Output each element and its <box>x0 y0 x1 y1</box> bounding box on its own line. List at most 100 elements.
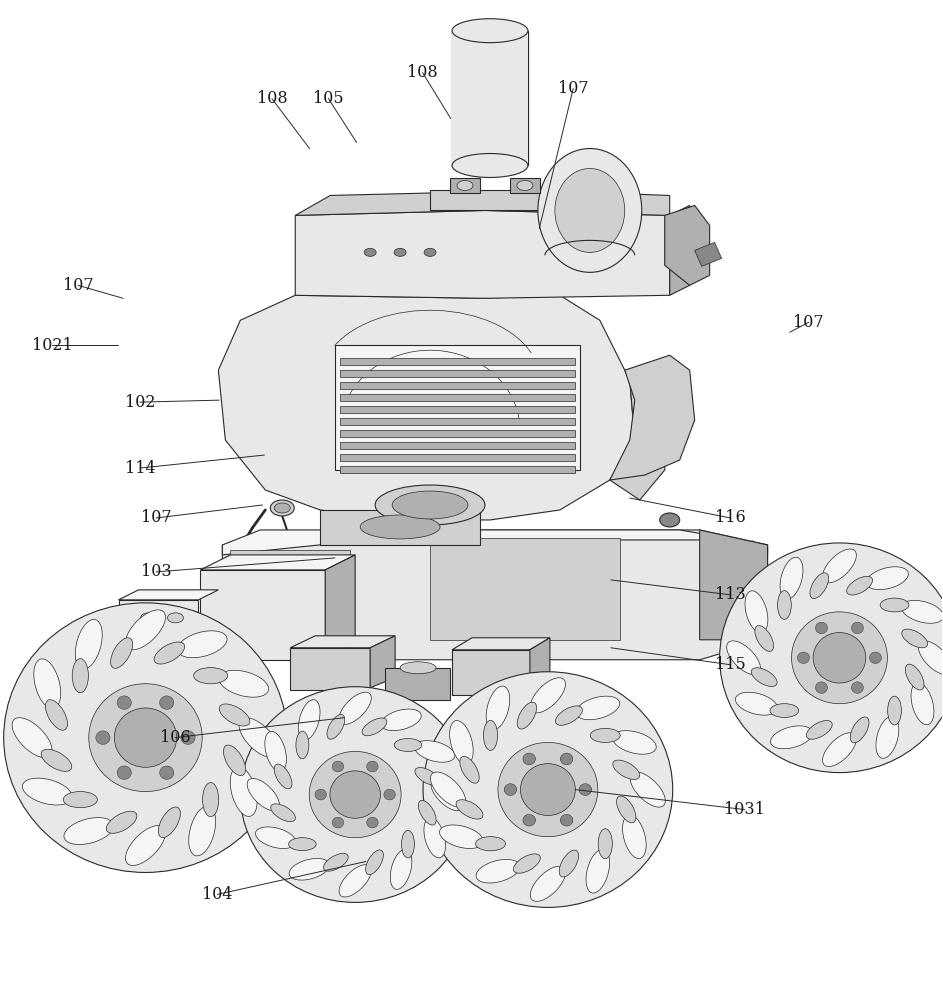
Ellipse shape <box>523 754 536 764</box>
Ellipse shape <box>117 696 131 709</box>
Ellipse shape <box>561 815 572 825</box>
Polygon shape <box>385 668 450 700</box>
Ellipse shape <box>816 682 827 693</box>
Ellipse shape <box>905 664 924 690</box>
Ellipse shape <box>271 804 295 822</box>
Ellipse shape <box>315 789 326 800</box>
Ellipse shape <box>193 668 227 684</box>
Ellipse shape <box>822 733 856 767</box>
Polygon shape <box>340 358 575 365</box>
Polygon shape <box>219 295 635 520</box>
Ellipse shape <box>902 600 943 623</box>
Polygon shape <box>340 382 575 389</box>
Ellipse shape <box>339 865 372 897</box>
Text: 108: 108 <box>256 90 288 107</box>
Ellipse shape <box>96 731 110 744</box>
Text: 116: 116 <box>715 509 746 526</box>
Ellipse shape <box>598 829 612 859</box>
Ellipse shape <box>384 789 395 800</box>
Ellipse shape <box>887 696 902 725</box>
Polygon shape <box>119 590 219 600</box>
Polygon shape <box>510 178 540 193</box>
Text: 107: 107 <box>141 509 172 526</box>
Polygon shape <box>201 570 325 660</box>
Polygon shape <box>700 530 768 640</box>
Ellipse shape <box>798 652 809 664</box>
Ellipse shape <box>810 573 829 599</box>
Ellipse shape <box>517 180 533 190</box>
Polygon shape <box>340 370 575 377</box>
Ellipse shape <box>360 515 440 539</box>
Ellipse shape <box>745 591 768 633</box>
Ellipse shape <box>660 513 680 527</box>
Ellipse shape <box>530 678 566 713</box>
Text: 108: 108 <box>407 64 438 81</box>
Text: 114: 114 <box>124 460 156 477</box>
Ellipse shape <box>327 714 345 739</box>
Ellipse shape <box>366 850 384 875</box>
Ellipse shape <box>579 784 591 795</box>
Ellipse shape <box>367 817 378 828</box>
Text: 113: 113 <box>715 586 746 603</box>
Polygon shape <box>290 648 371 690</box>
Polygon shape <box>335 345 580 470</box>
Ellipse shape <box>806 721 833 739</box>
Ellipse shape <box>457 180 473 190</box>
Polygon shape <box>340 454 575 461</box>
Ellipse shape <box>579 785 591 795</box>
Ellipse shape <box>851 717 869 743</box>
Ellipse shape <box>158 807 180 838</box>
Text: 115: 115 <box>715 656 746 673</box>
Ellipse shape <box>822 549 856 583</box>
Polygon shape <box>325 555 356 655</box>
Ellipse shape <box>424 248 436 256</box>
Ellipse shape <box>505 785 517 795</box>
Ellipse shape <box>290 858 329 880</box>
Ellipse shape <box>274 503 290 513</box>
Polygon shape <box>452 650 530 695</box>
Ellipse shape <box>41 749 72 771</box>
Ellipse shape <box>523 815 536 825</box>
Ellipse shape <box>452 19 528 43</box>
Ellipse shape <box>239 718 279 758</box>
Polygon shape <box>295 190 670 215</box>
Ellipse shape <box>394 739 422 751</box>
Ellipse shape <box>415 741 455 762</box>
Ellipse shape <box>271 500 294 516</box>
Ellipse shape <box>400 662 436 674</box>
Ellipse shape <box>813 633 866 683</box>
Ellipse shape <box>523 814 536 826</box>
Ellipse shape <box>770 726 813 749</box>
Text: 107: 107 <box>793 314 824 331</box>
Ellipse shape <box>852 622 864 634</box>
Polygon shape <box>223 530 768 660</box>
Ellipse shape <box>362 718 387 736</box>
Ellipse shape <box>364 248 376 256</box>
Polygon shape <box>321 510 480 545</box>
Ellipse shape <box>752 668 777 686</box>
Ellipse shape <box>309 751 401 838</box>
Ellipse shape <box>223 745 245 776</box>
Polygon shape <box>670 205 689 295</box>
Polygon shape <box>119 600 198 650</box>
Polygon shape <box>340 430 575 437</box>
Ellipse shape <box>415 768 439 785</box>
Ellipse shape <box>203 783 219 817</box>
Ellipse shape <box>816 622 827 634</box>
Ellipse shape <box>720 543 943 773</box>
Polygon shape <box>230 550 350 640</box>
Text: 106: 106 <box>159 729 190 746</box>
Text: 103: 103 <box>141 563 172 580</box>
Ellipse shape <box>23 778 72 805</box>
Ellipse shape <box>902 629 928 648</box>
Ellipse shape <box>289 838 316 851</box>
Ellipse shape <box>880 598 909 612</box>
Ellipse shape <box>847 576 872 595</box>
Polygon shape <box>340 442 575 449</box>
Ellipse shape <box>75 619 102 669</box>
Ellipse shape <box>423 672 672 907</box>
Ellipse shape <box>560 814 572 826</box>
Polygon shape <box>610 355 695 480</box>
Ellipse shape <box>460 756 479 783</box>
Text: 107: 107 <box>558 80 588 97</box>
